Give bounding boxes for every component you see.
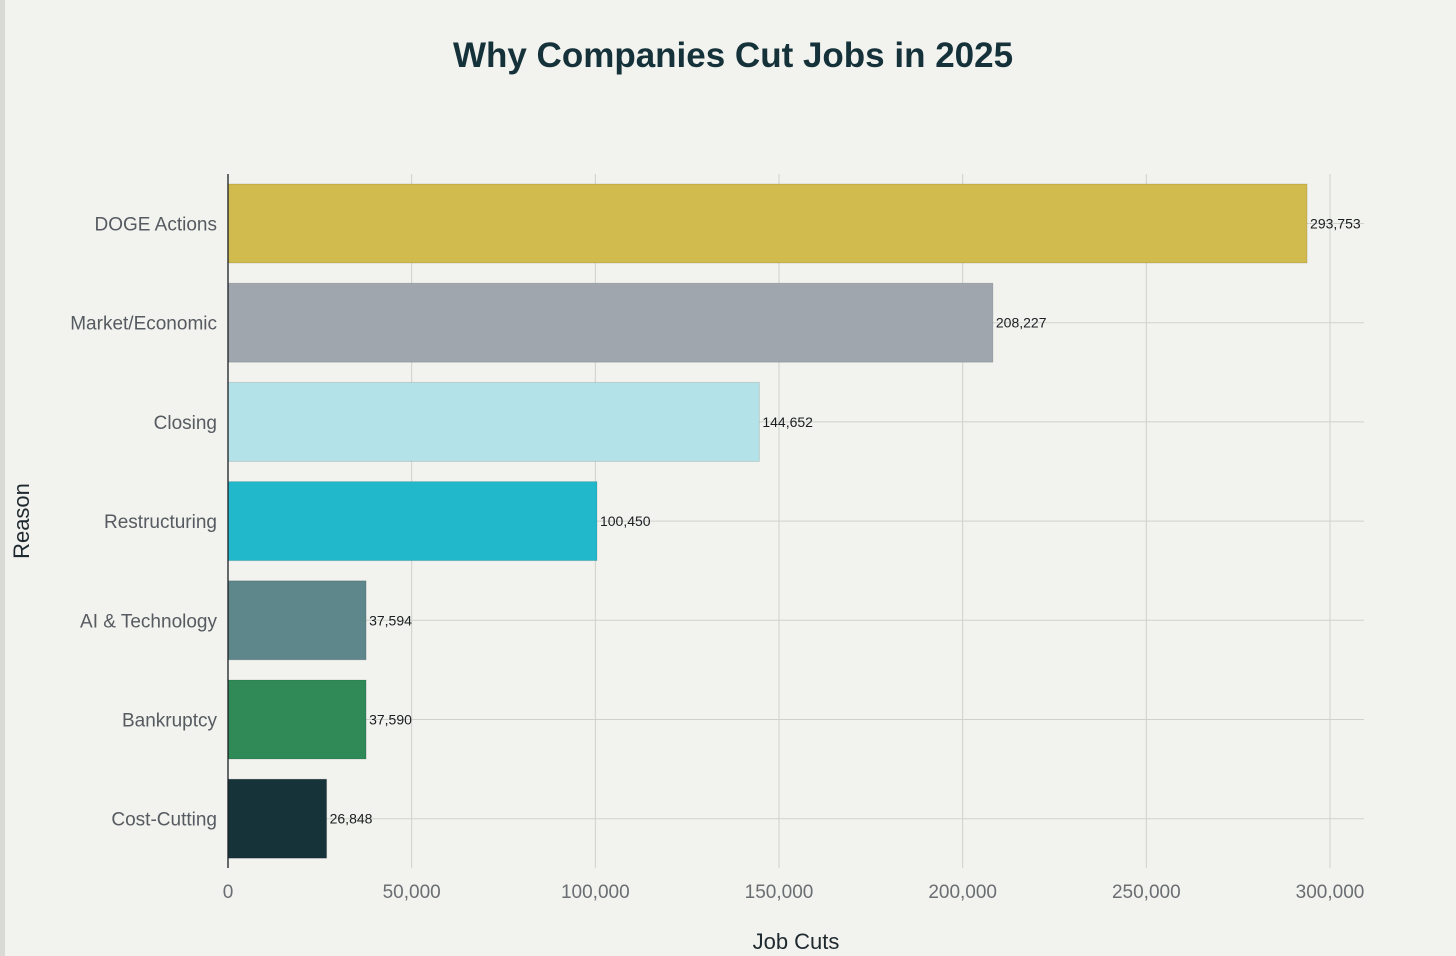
chart-title: Why Companies Cut Jobs in 2025 (453, 36, 1013, 75)
x-tick-label: 200,000 (928, 882, 997, 903)
bar (227, 183, 1308, 264)
bar-value-label: 37,590 (369, 712, 412, 728)
x-tick-label: 300,000 (1296, 882, 1365, 903)
bar (227, 679, 367, 760)
bar (227, 481, 598, 562)
bar-value-label: 26,848 (330, 811, 373, 827)
x-tick-label: 250,000 (1112, 882, 1181, 903)
bar-value-label: 144,652 (762, 414, 813, 430)
bar (227, 381, 760, 462)
bar-value-label: 208,227 (996, 315, 1047, 331)
bar-value-label: 293,753 (1310, 216, 1361, 232)
bars (227, 183, 1308, 859)
y-axis-title: Reason (9, 483, 34, 559)
window-edge (0, 0, 5, 956)
y-category-label: Cost-Cutting (111, 810, 217, 831)
y-category-label: Market/Economic (70, 314, 217, 335)
bar (227, 282, 994, 363)
x-axis-title: Job Cuts (753, 929, 840, 954)
x-tick-label: 150,000 (745, 882, 814, 903)
y-category-label: Closing (154, 413, 217, 434)
bar-value-label: 37,594 (369, 612, 412, 628)
y-category-label: Restructuring (104, 512, 217, 533)
x-tick-label: 50,000 (383, 882, 441, 903)
y-category-label: DOGE Actions (95, 215, 218, 236)
bar (227, 778, 328, 859)
gridlines (228, 174, 1364, 868)
bar (227, 580, 367, 661)
x-tick-label: 0 (223, 882, 234, 903)
labels: 0 50,000 100,000 150,000 200,000 250,000 300,0… (70, 215, 1364, 904)
bar-value-label: 100,450 (600, 513, 651, 529)
x-tick-label: 100,000 (561, 882, 630, 903)
y-category-label: Bankruptcy (122, 711, 218, 732)
y-category-label: AI & Technology (80, 611, 217, 632)
